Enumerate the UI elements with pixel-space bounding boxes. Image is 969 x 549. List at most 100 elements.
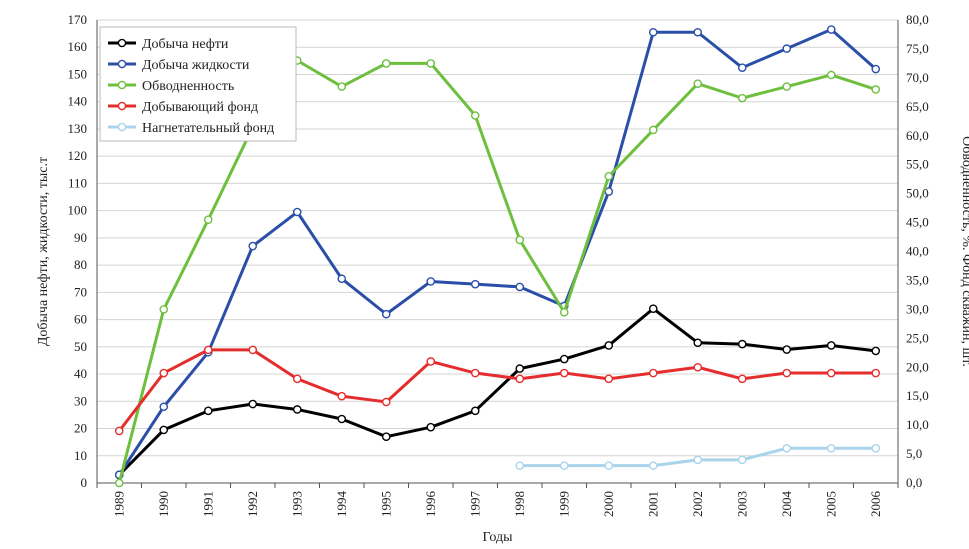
data-point xyxy=(470,111,480,120)
legend-swatch-marker xyxy=(117,80,127,90)
data-point xyxy=(559,307,569,317)
y-left-tick-label: 90 xyxy=(74,230,87,245)
data-point xyxy=(292,405,302,414)
data-point xyxy=(648,125,658,135)
y-left-tick-label: 50 xyxy=(74,339,87,354)
data-point xyxy=(737,63,747,72)
y-left-tick-label: 100 xyxy=(68,203,88,218)
grid-layer xyxy=(97,19,898,484)
y-left-tick-label: 120 xyxy=(68,148,88,163)
data-point xyxy=(426,422,436,432)
data-point xyxy=(871,346,881,356)
x-tick-label: 1993 xyxy=(289,491,304,517)
y-left-tick-label: 170 xyxy=(68,12,88,27)
data-point xyxy=(648,27,658,37)
data-point xyxy=(337,274,347,284)
data-point xyxy=(381,309,391,319)
data-point xyxy=(604,374,614,384)
data-point xyxy=(559,461,569,470)
x-tick-label: 1998 xyxy=(512,491,527,517)
x-tick-label: 2003 xyxy=(734,491,749,517)
series-0 xyxy=(114,304,881,480)
y-left-tick-label: 140 xyxy=(68,94,88,109)
data-point xyxy=(648,304,658,313)
data-point xyxy=(826,25,836,34)
data-point xyxy=(826,70,836,80)
x-tick-label: 1989 xyxy=(111,491,126,517)
data-point xyxy=(871,368,881,378)
legend-swatch-marker xyxy=(117,38,127,48)
y-right-tick-label: 45,0 xyxy=(906,215,929,230)
y-left-tick-label: 70 xyxy=(74,284,87,299)
data-point xyxy=(292,207,302,217)
data-point xyxy=(470,368,480,378)
data-point xyxy=(248,345,258,355)
legend-label: Добывающий фонд xyxy=(142,100,258,115)
data-point xyxy=(826,368,836,378)
data-point xyxy=(693,362,703,372)
legend-swatch-marker xyxy=(117,59,127,69)
data-point xyxy=(559,368,569,378)
data-point xyxy=(470,406,480,416)
data-point xyxy=(381,397,391,407)
data-point xyxy=(782,345,792,354)
data-point xyxy=(693,338,703,348)
data-point xyxy=(648,461,658,470)
data-point xyxy=(159,305,169,314)
x-tick-label: 2000 xyxy=(601,491,616,517)
data-point xyxy=(203,406,213,416)
x-tick-label: 1996 xyxy=(423,491,438,518)
x-tick-label: 1990 xyxy=(156,491,171,517)
y-left-tick-label: 0 xyxy=(81,475,88,490)
data-point xyxy=(292,374,302,384)
data-point xyxy=(782,368,792,378)
y-right-tick-label: 60,0 xyxy=(906,128,929,143)
y-right-tick-label: 40,0 xyxy=(906,244,929,259)
legend-swatch-marker xyxy=(117,122,127,132)
y-right-tick-label: 30,0 xyxy=(906,301,929,316)
data-point xyxy=(426,59,436,68)
x-tick-label: 2005 xyxy=(823,491,838,517)
x-tick-label: 2004 xyxy=(779,491,794,518)
y-left-tick-label: 60 xyxy=(74,312,87,327)
data-point xyxy=(826,443,836,453)
y-left-tick-label: 130 xyxy=(68,121,88,136)
y-left-tick-label: 30 xyxy=(74,393,87,408)
data-point xyxy=(559,354,569,364)
data-point xyxy=(470,279,480,289)
data-point xyxy=(515,461,525,470)
data-point xyxy=(159,425,169,435)
x-tick-label: 2001 xyxy=(645,491,660,517)
data-point xyxy=(114,478,124,488)
data-point xyxy=(426,357,436,366)
data-point xyxy=(782,44,792,53)
legend-swatch-marker xyxy=(117,101,127,111)
series-line xyxy=(118,307,876,476)
data-point xyxy=(782,82,792,91)
y-left-tick-label: 20 xyxy=(74,421,87,436)
series-line xyxy=(117,28,877,476)
series-1 xyxy=(114,25,881,480)
y-right-tick-label: 80,0 xyxy=(906,12,929,27)
data-point xyxy=(737,93,747,103)
y-right-tick-label: 35,0 xyxy=(906,272,929,287)
data-point xyxy=(693,27,703,37)
y-right-tick-label: 70,0 xyxy=(906,70,929,85)
data-point xyxy=(604,461,614,470)
data-point xyxy=(826,341,836,350)
series-3 xyxy=(114,345,881,436)
legend-label: Обводненность xyxy=(142,79,234,94)
series-line xyxy=(118,348,876,432)
y-right-tick-label: 50,0 xyxy=(906,186,929,201)
legend-label: Добыча нефти xyxy=(142,37,229,52)
data-point xyxy=(737,455,747,465)
data-point xyxy=(737,339,747,349)
data-point xyxy=(114,426,124,436)
data-point xyxy=(159,402,169,412)
y-right-tick-label: 5,0 xyxy=(906,446,922,461)
legend-label: Нагнетательный фонд xyxy=(142,121,274,136)
y-axis-right-title: Обводненность, %. Фонд скважин, шт. xyxy=(959,136,969,367)
x-tick-label: 1999 xyxy=(556,491,571,517)
data-point xyxy=(782,443,792,453)
